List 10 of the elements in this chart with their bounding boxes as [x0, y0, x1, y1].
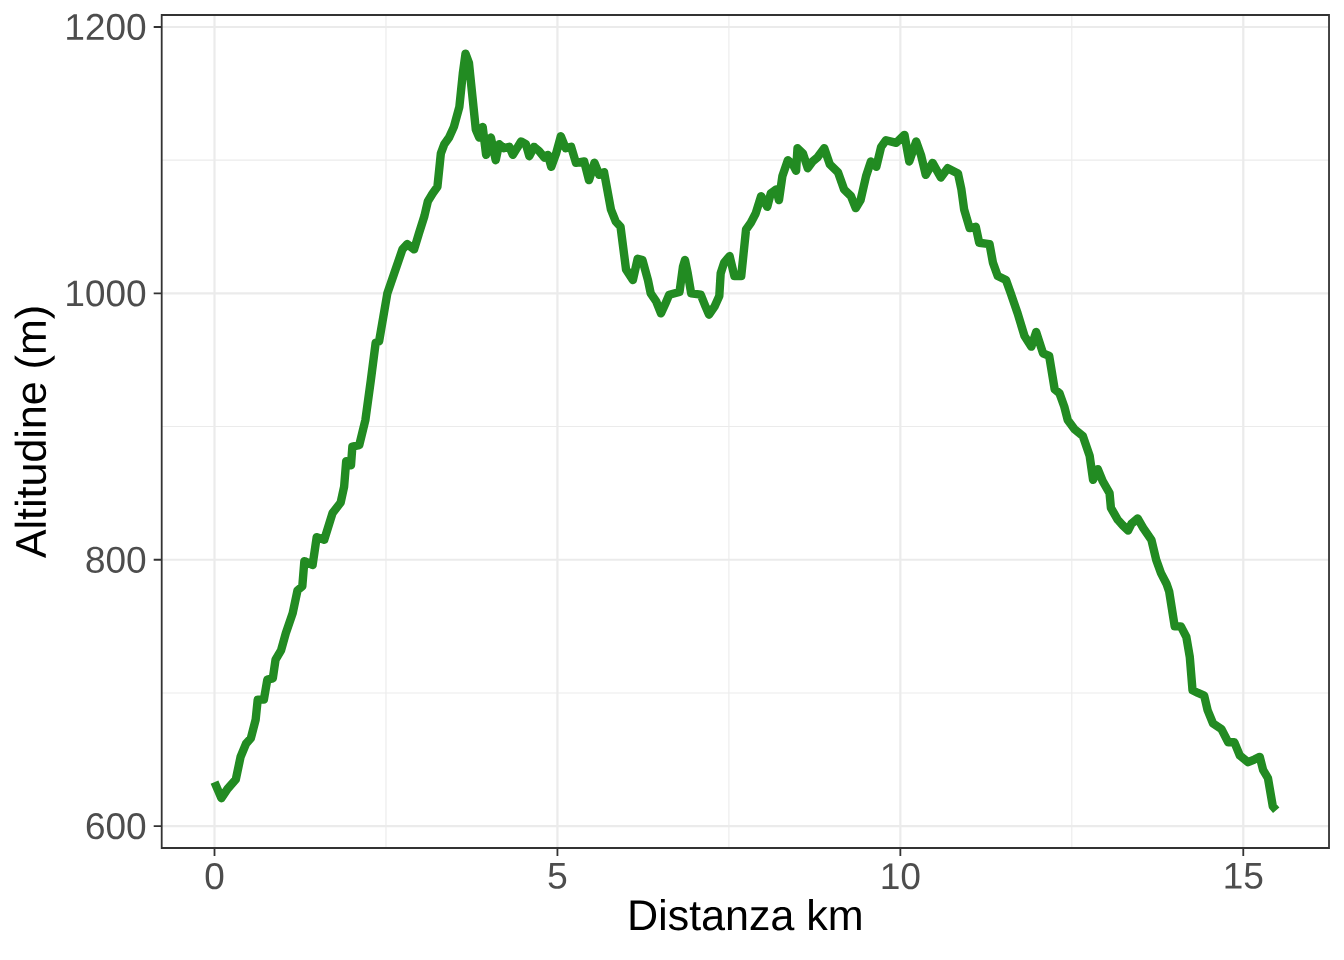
x-tick-label: 15 — [1225, 863, 1263, 889]
x-tick-label: 5 — [548, 863, 567, 889]
y-axis-title: Altitudine (m) — [14, 307, 55, 559]
x-axis-title: Distanza km — [630, 898, 861, 931]
y-tick-label: 600 — [86, 813, 146, 840]
y-tick-label: 1200 — [67, 13, 146, 41]
y-tick-label: 1000 — [67, 280, 146, 307]
x-tick-label: 10 — [882, 863, 920, 890]
x-tick-label: 0 — [205, 863, 224, 890]
y-tick-label: 800 — [86, 546, 146, 573]
